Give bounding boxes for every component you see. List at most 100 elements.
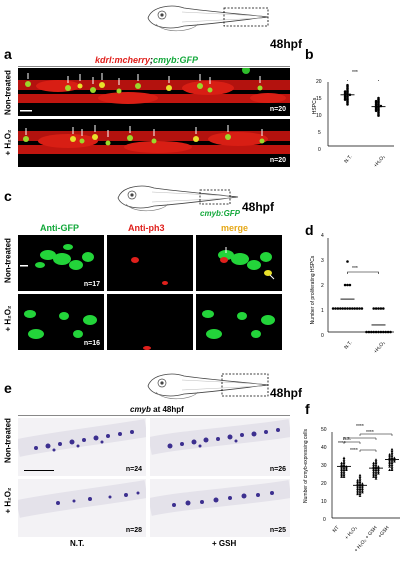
category-f-0: NT [331, 525, 341, 534]
probe-title-e: cmyb at 48hpf [130, 405, 184, 414]
ish-image-e-nt-nontreated: n=24 [18, 418, 146, 476]
chart-f-point-3-8 [388, 456, 391, 459]
chart-f-point-2-5 [372, 463, 375, 466]
significance-f-4: **** [366, 430, 374, 436]
ish-image-e-nt-h2o2: n=28 [18, 479, 146, 537]
confocal-c-ph3-h2o2 [107, 294, 193, 350]
significance-f-2: **** [350, 448, 358, 454]
chart-d-point-1-12 [367, 330, 371, 334]
chart-f-point-2-21 [374, 473, 378, 477]
chart-f-point-2-2 [374, 461, 378, 465]
y-tick-b-1: 5 [318, 130, 321, 136]
significance-d: *** [352, 266, 358, 272]
chart-d-point-0-9 [339, 307, 342, 310]
chart-f-point-0-14 [340, 468, 343, 472]
chart-f-point-3-21 [388, 465, 391, 468]
scatter-plot-f [331, 432, 400, 519]
category-d-1: +H₂O₂ [372, 340, 387, 355]
chart-d-point-1-15 [389, 330, 392, 334]
chart-f-point-0-10 [342, 466, 346, 470]
chart-d-point-0-13 [334, 307, 337, 310]
zebrafish-embryo-diagram-c [117, 185, 239, 212]
transgene-title-c: cmyb:GFP [200, 209, 241, 218]
stage-label-c: 48hpf [242, 200, 275, 214]
chart-f-point-2-1 [374, 459, 378, 463]
chart-f-point-3-18 [390, 463, 394, 466]
chart-f-point-2-17 [377, 470, 380, 473]
panel-d-label: d [305, 222, 314, 238]
chart-f-point-0-12 [345, 466, 348, 470]
chart-f-point-0-19 [340, 471, 343, 475]
chart-f-point-1-27 [358, 494, 362, 497]
row-label-c-h2o2: + H₂O₂ [3, 305, 13, 332]
chart-b-sig-bracket [347, 80, 379, 81]
chart-d-point-0-0 [346, 260, 349, 263]
y-tick-d-2: 2 [321, 283, 324, 289]
chart-f-point-2-12 [374, 468, 378, 472]
chart-f-point-0-1 [342, 458, 346, 461]
y-tick-b-0: 0 [318, 147, 321, 153]
stage-label-a: 48hpf [270, 37, 303, 51]
chart-d-point-1-8 [372, 330, 375, 334]
chart-f-point-1-19 [358, 489, 362, 492]
divider-a [18, 66, 290, 67]
chart-f-point-1-18 [361, 487, 364, 490]
confocal-c-gfp-nontreated: n=17 [18, 235, 104, 291]
chart-f-point-3-9 [393, 456, 396, 459]
chart-f-point-1-17 [356, 487, 359, 490]
chart-f-point-2-6 [374, 465, 378, 468]
chart-d-sig-bracket [347, 271, 379, 274]
chart-f-point-2-22 [372, 473, 375, 477]
chart-d-point-0-4 [346, 307, 349, 310]
chart-d-point-0-6 [348, 307, 352, 310]
chart-f-point-0-21 [340, 473, 343, 477]
confocal-image-a-nontreated: n=20 [18, 68, 290, 116]
col-label-e-nt: N.T. [70, 539, 85, 548]
confocal-c-gfp-h2o2: n=16 [18, 294, 104, 350]
chart-f-point-1-21 [361, 489, 364, 492]
chart-f-point-3-5 [390, 454, 394, 458]
n-count-c-h2o2: n=16 [83, 340, 100, 347]
panel-f-label: f [305, 401, 310, 417]
chart-d-point-1-7 [379, 330, 383, 334]
y-tick-f-1: 10 [321, 499, 327, 505]
channel-label-merge: merge [221, 223, 249, 233]
chart-f-point-1-2 [358, 477, 362, 480]
row-label-a-h2o2: + H₂O₂ [3, 129, 13, 156]
chart-f-sig-bracket-0 [343, 437, 377, 440]
y-tick-f-0: 0 [323, 517, 326, 523]
chart-f-point-3-15 [393, 459, 396, 463]
chart-f-point-2-25 [374, 477, 378, 480]
chart-f-point-2-15 [374, 470, 378, 473]
chart-d-point-0-1 [346, 283, 349, 287]
chart-f-point-3-22 [390, 466, 394, 470]
chart-f-point-3-3 [390, 453, 394, 456]
chart-f-point-1-3 [358, 478, 362, 482]
chart-f-point-3-20 [390, 465, 394, 468]
chart-f-point-1-4 [356, 478, 359, 482]
chart-f-point-0-20 [342, 473, 346, 477]
chart-f-point-1-22 [358, 490, 362, 494]
chart-f-point-3-23 [390, 468, 394, 472]
chart-f-point-1-7 [358, 482, 362, 485]
chart-d-point-0-15 [331, 307, 335, 310]
chart-f-point-0-3 [342, 461, 346, 465]
chart-d-point-0-16 [360, 307, 364, 310]
chart-d-point-0-14 [358, 307, 361, 310]
chart-f-point-0-15 [345, 468, 348, 472]
n-count-e-3: n=25 [269, 527, 286, 534]
confocal-c-ph3-nontreated [107, 235, 193, 291]
chart-f-point-1-0 [358, 473, 362, 477]
row-label-a-nontreated: Non-treated [3, 70, 13, 115]
chart-f-point-2-3 [372, 461, 375, 465]
y-tick-d-0: 0 [321, 333, 324, 339]
chart-f-point-0-4 [340, 461, 343, 465]
chart-f-point-1-1 [358, 475, 362, 478]
y-tick-d-1: 1 [321, 308, 324, 314]
chart-f-point-1-9 [361, 482, 364, 485]
confocal-image-a-h2o2: n=20 [18, 119, 290, 167]
transgene-title-a: kdrl:mcherry;cmyb:GFP [95, 55, 199, 65]
chart-f-point-2-8 [377, 465, 380, 468]
chart-d-point-1-1 [374, 307, 378, 310]
chart-f-point-2-23 [374, 475, 378, 478]
